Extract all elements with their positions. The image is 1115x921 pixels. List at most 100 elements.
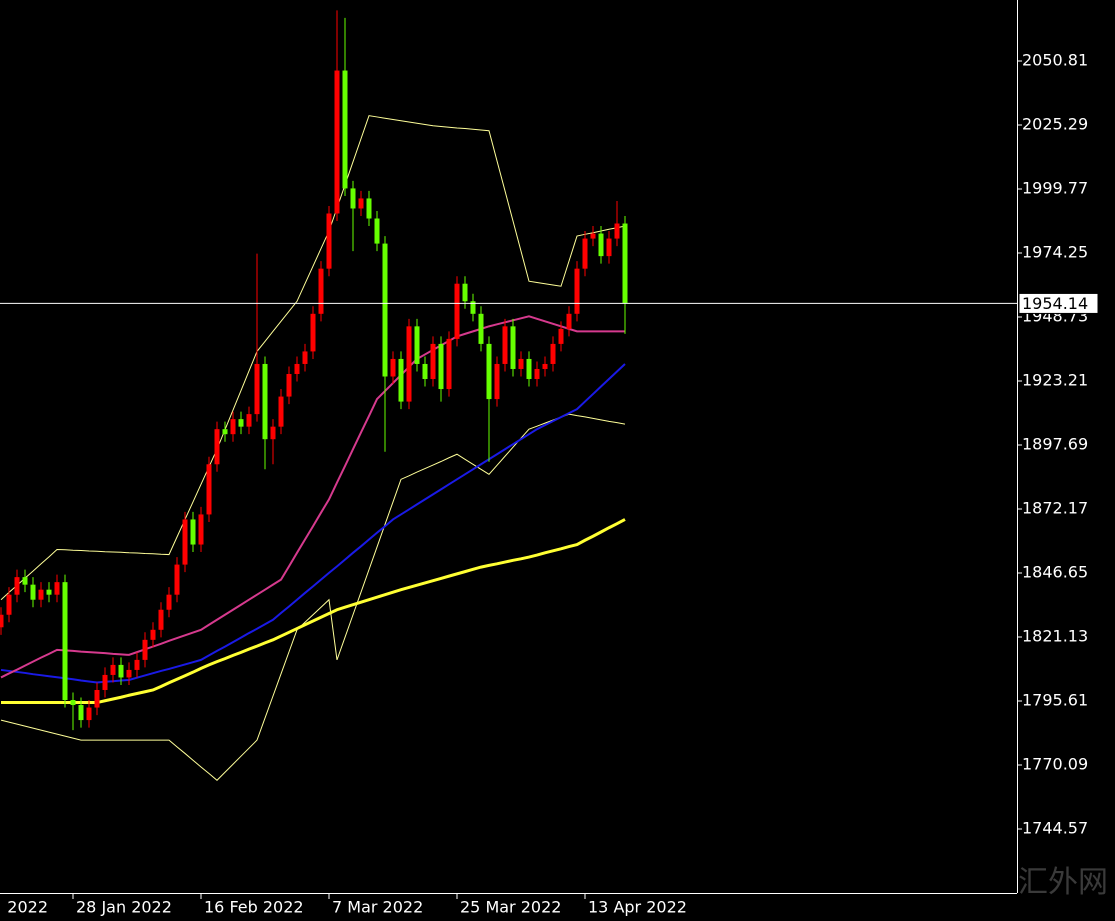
y-tick-label: 1999.77 — [1022, 178, 1088, 197]
candle-body — [486, 343, 492, 400]
candle-body — [118, 664, 124, 678]
candle-body — [542, 363, 548, 369]
candle-body — [358, 198, 364, 209]
candle-body — [214, 429, 220, 465]
x-tick-label: 16 Feb 2022 — [204, 898, 304, 917]
y-tick-label: 1795.61 — [1022, 690, 1088, 709]
candle-body — [614, 223, 620, 239]
candle-body — [294, 363, 300, 374]
candle-body — [134, 659, 140, 670]
candle-body — [38, 589, 44, 600]
candle-body — [86, 707, 92, 721]
candle-body — [246, 414, 252, 427]
candle-body — [470, 301, 476, 314]
candle-body — [318, 268, 324, 314]
candle-body — [102, 674, 108, 690]
candle-body — [302, 351, 308, 364]
candle-body — [518, 358, 524, 369]
candle-body — [438, 343, 444, 390]
y-tick-label: 1770.09 — [1022, 754, 1088, 773]
candle-body — [182, 519, 188, 565]
candle-body — [310, 313, 316, 352]
current-price-box — [1018, 292, 1099, 314]
indicator-line — [0, 115, 626, 601]
x-tick-label: 7 Mar 2022 — [332, 898, 423, 917]
candle-body — [534, 368, 540, 380]
candle-body — [558, 328, 564, 344]
y-tick-label: 1897.69 — [1022, 434, 1088, 453]
candle-body — [6, 594, 12, 615]
y-tick-label: 1974.25 — [1022, 242, 1088, 261]
candle-body — [94, 689, 100, 708]
candle-body — [278, 396, 284, 427]
candle-body — [430, 343, 436, 380]
candle-body — [142, 639, 148, 660]
candle-body — [78, 705, 84, 721]
candle-body — [374, 218, 380, 244]
candle-body — [454, 283, 460, 339]
plot-area — [0, 10, 628, 781]
candle-body — [598, 233, 604, 257]
candle-body — [190, 519, 196, 545]
candle-body — [262, 363, 268, 440]
candle-body — [230, 419, 236, 435]
candle-body — [326, 213, 332, 269]
candle-body — [414, 326, 420, 364]
candle-body — [510, 326, 516, 369]
candle-body — [502, 326, 508, 364]
indicator-line — [0, 315, 625, 679]
candle-body — [590, 233, 596, 239]
candle-body — [166, 594, 172, 610]
candle-body — [238, 419, 244, 427]
candle-body — [566, 313, 572, 329]
candle-body — [382, 243, 388, 377]
candle-body — [406, 326, 412, 402]
candle-body — [446, 338, 452, 390]
candle-body — [462, 283, 468, 302]
x-tick-label-partial: 2022 — [7, 898, 48, 917]
candle-body — [174, 564, 180, 595]
candle-body — [254, 363, 260, 415]
candle-body — [126, 669, 132, 678]
candle-body — [582, 238, 588, 269]
candle-body — [62, 582, 68, 701]
candle-body — [606, 238, 612, 257]
y-tick-label: 1821.13 — [1022, 626, 1088, 645]
candle-body — [550, 343, 556, 364]
candle-body — [574, 268, 580, 314]
candle-body — [30, 584, 36, 600]
candle-body — [22, 577, 28, 585]
y-tick-label: 1923.21 — [1022, 370, 1088, 389]
y-tick-label: 1744.57 — [1022, 818, 1088, 837]
candle-body — [342, 70, 348, 189]
candle-body — [390, 358, 396, 377]
candle-body — [526, 358, 532, 380]
y-tick-label: 1872.17 — [1022, 498, 1088, 517]
y-tick-label: 1846.65 — [1022, 562, 1088, 581]
y-tick-label: 2050.81 — [1022, 50, 1088, 69]
candle-body — [46, 589, 52, 595]
candle-body — [158, 609, 164, 630]
candle-body — [70, 700, 76, 706]
candle-body — [622, 223, 628, 304]
candle-body — [270, 426, 276, 440]
candle-body — [54, 582, 60, 595]
candle-body — [0, 614, 4, 628]
candle-body — [398, 358, 404, 402]
watermark: 汇外网 — [1018, 865, 1108, 900]
candle-body — [478, 313, 484, 344]
candle-body — [14, 577, 20, 595]
candle-body — [110, 664, 116, 675]
x-tick-label: 28 Jan 2022 — [76, 898, 172, 917]
candle-body — [206, 464, 212, 515]
candle-body — [150, 629, 156, 640]
candle-body — [366, 198, 372, 219]
indicator-line — [1, 518, 626, 705]
current-price-label: 1954.14 — [1022, 294, 1088, 313]
x-tick-label: 25 Mar 2022 — [460, 898, 561, 917]
candle-body — [422, 363, 428, 380]
candle-body — [286, 373, 292, 397]
candle-body — [222, 429, 228, 435]
candle-body — [350, 188, 356, 209]
